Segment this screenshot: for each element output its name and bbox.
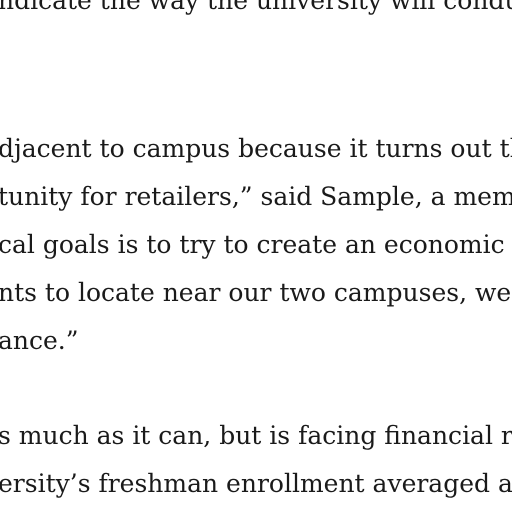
- article-line-2: djacent to campus because it turns out t…: [0, 134, 512, 163]
- article-line-1: ndicate the way the university will cond…: [0, 0, 512, 15]
- article-line-5: nts to locate near our two campuses, we …: [0, 278, 512, 307]
- article-line-8: ersity’s freshman enrollment averaged ab…: [0, 469, 512, 498]
- article-line-6: ance.”: [0, 326, 79, 355]
- article-line-7: s much as it can, but is facing financia…: [0, 421, 512, 450]
- article-line-4: cal goals is to try to create an economi…: [0, 230, 512, 259]
- article-line-3: tunity for retailers,” said Sample, a me…: [0, 182, 512, 211]
